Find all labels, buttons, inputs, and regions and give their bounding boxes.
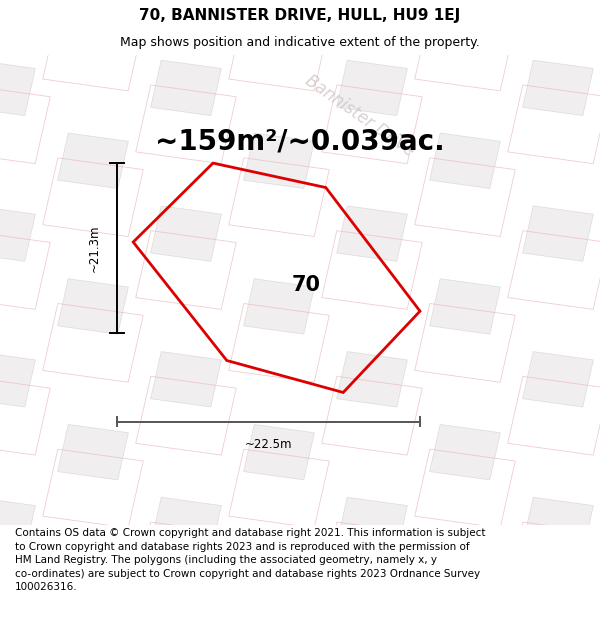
Polygon shape [523,206,593,261]
Text: ~22.5m: ~22.5m [245,438,292,451]
Polygon shape [58,570,128,625]
Polygon shape [244,279,314,334]
Polygon shape [0,60,35,116]
Polygon shape [58,279,128,334]
Polygon shape [244,424,314,480]
Polygon shape [58,0,128,42]
Text: Bannister Drive: Bannister Drive [302,72,418,161]
Polygon shape [337,352,407,407]
Polygon shape [430,424,500,480]
Text: Map shows position and indicative extent of the property.: Map shows position and indicative extent… [120,36,480,49]
Polygon shape [244,0,314,42]
Text: ~159m²/~0.039ac.: ~159m²/~0.039ac. [155,128,445,156]
Polygon shape [430,279,500,334]
Polygon shape [0,352,35,407]
Polygon shape [244,570,314,625]
Polygon shape [151,60,221,116]
Polygon shape [58,133,128,189]
Polygon shape [151,206,221,261]
Polygon shape [58,424,128,480]
Text: 70: 70 [292,275,320,295]
Polygon shape [0,206,35,261]
Polygon shape [151,498,221,552]
Polygon shape [337,206,407,261]
Polygon shape [430,133,500,189]
Text: Contains OS data © Crown copyright and database right 2021. This information is : Contains OS data © Crown copyright and d… [15,528,485,592]
Polygon shape [430,0,500,42]
Text: ~21.3m: ~21.3m [88,224,101,272]
Polygon shape [523,498,593,552]
Polygon shape [244,133,314,189]
Text: 70, BANNISTER DRIVE, HULL, HU9 1EJ: 70, BANNISTER DRIVE, HULL, HU9 1EJ [139,8,461,23]
Polygon shape [523,352,593,407]
Polygon shape [0,498,35,552]
Polygon shape [523,60,593,116]
Polygon shape [151,352,221,407]
Polygon shape [430,570,500,625]
Polygon shape [337,60,407,116]
Polygon shape [337,498,407,552]
